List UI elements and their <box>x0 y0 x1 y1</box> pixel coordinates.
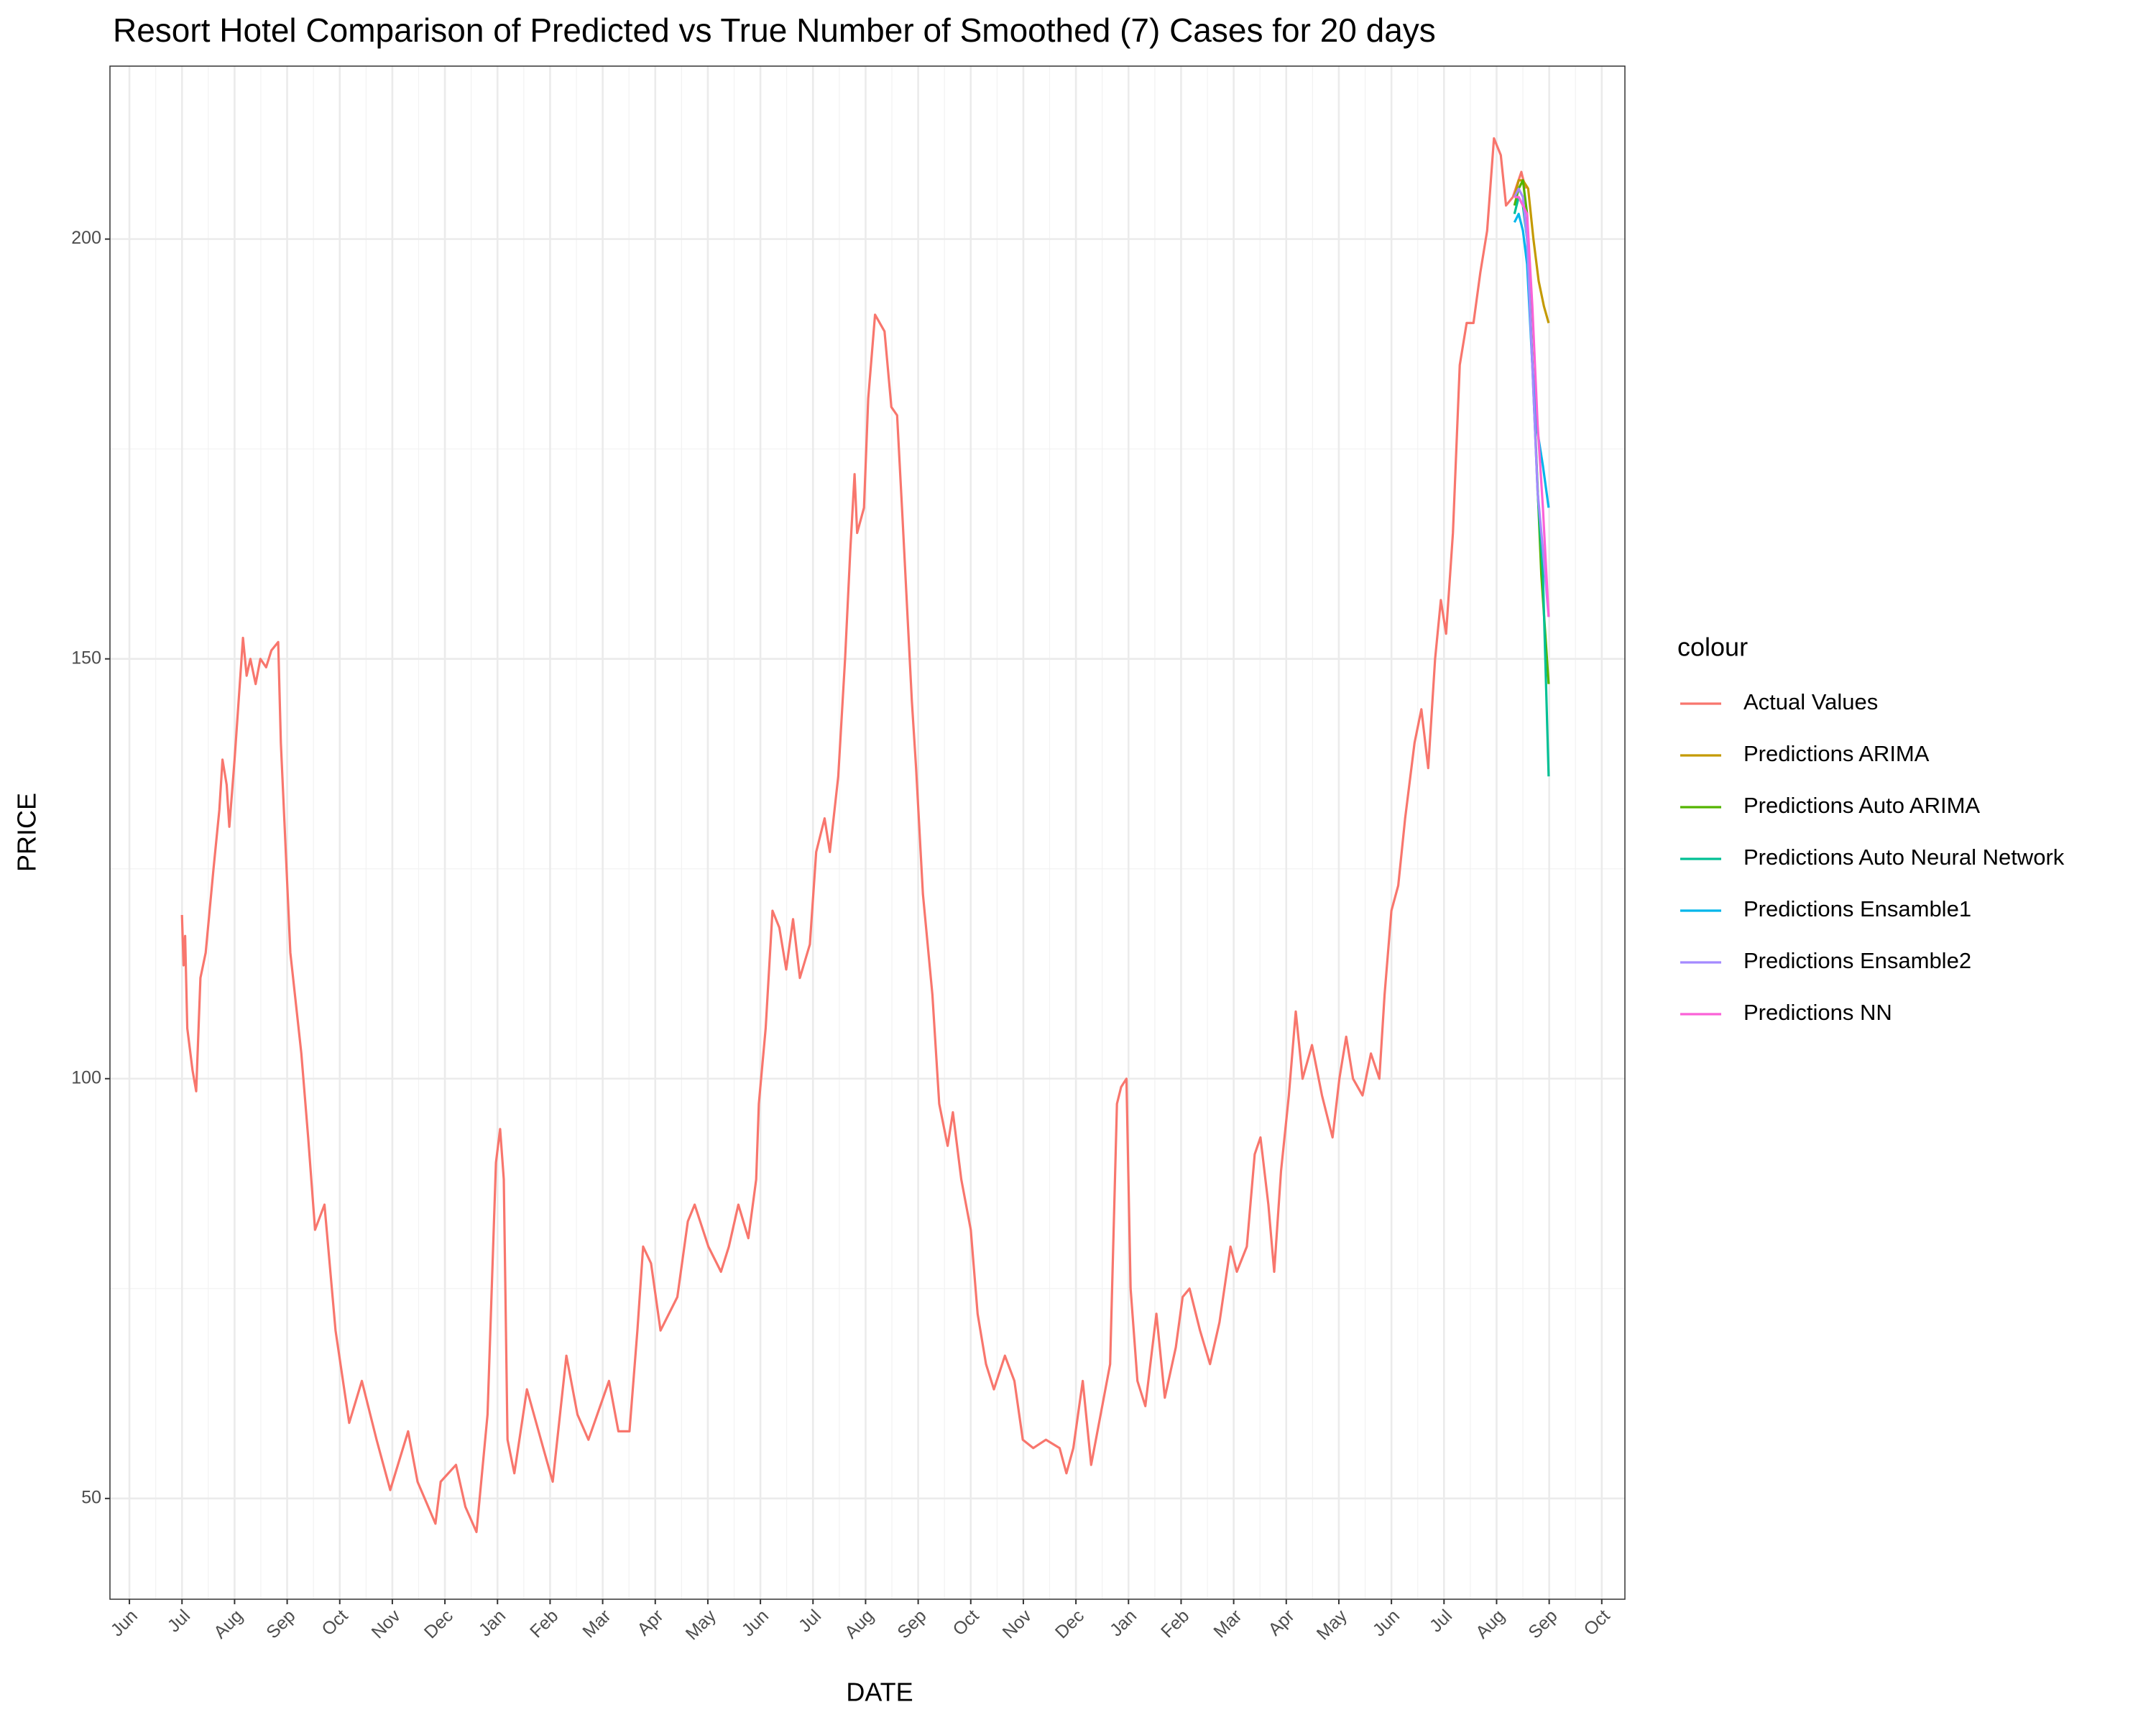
series-line <box>1513 187 1550 617</box>
legend-label: Predictions NN <box>1743 1000 1892 1025</box>
chart-title: Resort Hotel Comparison of Predicted vs … <box>113 12 1436 49</box>
legend-label: Predictions Ensamble2 <box>1743 948 1971 973</box>
legend-label: Predictions Auto ARIMA <box>1743 793 1980 818</box>
y-tick-label: 200 <box>71 228 101 248</box>
legend-label: Predictions Auto Neural Network <box>1743 845 2065 870</box>
x-axis-title: DATE <box>846 1678 913 1707</box>
series-line <box>1513 179 1550 323</box>
legend-title: colour <box>1677 632 1748 662</box>
series-line <box>180 137 1527 1534</box>
legend-label: Predictions ARIMA <box>1743 741 1930 766</box>
y-tick-label: 100 <box>71 1067 101 1087</box>
series-line <box>1514 196 1550 617</box>
legend-label: Actual Values <box>1743 689 1878 714</box>
y-axis-title: PRICE <box>12 793 42 872</box>
legend-label: Predictions Ensamble1 <box>1743 896 1971 921</box>
panel-border <box>109 65 1626 1600</box>
y-tick-label: 50 <box>81 1487 101 1507</box>
y-tick-label: 150 <box>71 648 101 668</box>
